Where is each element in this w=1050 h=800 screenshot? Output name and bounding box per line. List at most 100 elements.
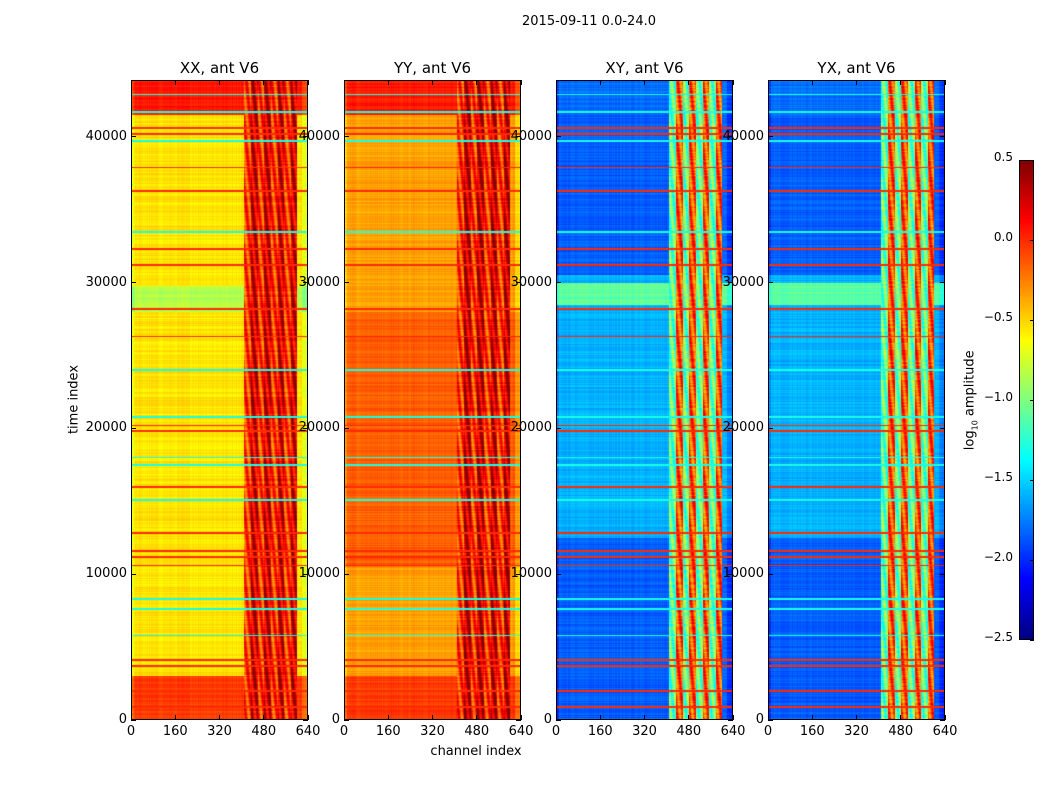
heatmap-image	[556, 80, 733, 720]
x-tick-mark	[432, 80, 433, 85]
y-tick-mark	[768, 427, 773, 429]
y-tick-mark	[768, 136, 773, 138]
x-tick-mark	[343, 80, 345, 85]
y-tick-label: 40000	[722, 128, 764, 144]
x-tick-mark	[767, 80, 769, 85]
x-tick-label: 480	[676, 724, 702, 739]
y-tick-mark	[516, 427, 521, 429]
y-tick-mark	[344, 427, 349, 429]
x-tick-mark	[811, 715, 813, 720]
x-tick-label: 0	[763, 724, 773, 739]
colorbar-gradient	[1019, 160, 1034, 640]
heatmap-image	[344, 80, 521, 720]
y-tick-mark	[303, 719, 308, 721]
x-tick-mark	[811, 80, 813, 85]
panel-title: YY, ant V6	[393, 59, 471, 77]
x-tick-mark	[263, 715, 265, 720]
x-tick-mark	[476, 715, 478, 720]
colorbar-tick-mark	[1030, 319, 1034, 321]
y-tick-label: 20000	[510, 420, 552, 436]
y-tick-mark	[728, 282, 733, 284]
x-tick-mark	[387, 715, 389, 720]
y-tick-mark	[344, 573, 349, 575]
y-tick-mark	[556, 719, 561, 721]
y-tick-mark	[516, 573, 521, 575]
y-tick-mark	[516, 136, 521, 138]
x-tick-label: 320	[420, 724, 445, 739]
y-tick-label: 40000	[510, 128, 552, 144]
y-tick-mark	[303, 136, 308, 138]
x-tick-label: 0	[551, 724, 561, 739]
x-tick-label: 320	[207, 724, 232, 739]
y-tick-mark	[940, 719, 945, 721]
y-tick-mark	[131, 136, 136, 138]
x-tick-mark	[307, 715, 309, 720]
y-tick-label: 40000	[85, 128, 127, 144]
x-axis-label: channel index	[430, 744, 522, 759]
y-tick-mark	[556, 573, 561, 575]
colorbar-tick-label: −1.5	[983, 470, 1013, 484]
y-tick-label: 30000	[510, 274, 552, 290]
x-tick-mark	[944, 715, 946, 720]
x-tick-mark	[856, 715, 857, 720]
x-tick-mark	[219, 715, 220, 720]
y-tick-mark	[728, 427, 733, 429]
x-tick-mark	[688, 80, 690, 85]
colorbar-label-suffix: amplitude	[962, 350, 978, 421]
panel-title: YX, ant V6	[817, 59, 896, 77]
x-tick-mark	[130, 715, 132, 720]
x-tick-mark	[599, 715, 601, 720]
y-tick-mark	[516, 282, 521, 284]
colorbar-tick-label: 0.5	[993, 150, 1013, 164]
heatmap-image	[768, 80, 945, 720]
y-tick-mark	[940, 573, 945, 575]
x-tick-label: 160	[375, 724, 401, 739]
x-tick-label: 320	[632, 724, 657, 739]
y-axis-label: time index	[66, 364, 82, 435]
x-tick-label: 160	[799, 724, 825, 739]
x-tick-mark	[343, 715, 345, 720]
y-tick-mark	[344, 136, 349, 138]
y-tick-mark	[728, 573, 733, 575]
y-tick-mark	[556, 427, 561, 429]
y-tick-label: 40000	[298, 128, 340, 144]
x-tick-label: 0	[339, 724, 349, 739]
heatmap-panel	[767, 80, 946, 721]
y-tick-mark	[131, 573, 136, 575]
y-tick-label: 10000	[298, 566, 340, 582]
y-tick-mark	[556, 282, 561, 284]
x-tick-mark	[900, 80, 902, 85]
y-tick-mark	[344, 719, 349, 721]
colorbar-tick-mark	[1030, 399, 1034, 401]
y-tick-mark	[940, 282, 945, 284]
y-tick-label: 20000	[298, 420, 340, 436]
x-tick-mark	[644, 715, 645, 720]
panel-title: XY, ant V6	[605, 59, 684, 77]
x-tick-mark	[555, 80, 557, 85]
y-tick-label: 30000	[722, 274, 764, 290]
x-tick-label: 0	[126, 724, 136, 739]
y-tick-mark	[516, 719, 521, 721]
y-tick-mark	[344, 282, 349, 284]
x-tick-mark	[732, 80, 734, 85]
y-tick-mark	[728, 136, 733, 138]
y-tick-mark	[768, 282, 773, 284]
x-tick-mark	[174, 80, 176, 85]
colorbar-tick-mark	[1030, 559, 1034, 561]
y-tick-mark	[768, 719, 773, 721]
x-tick-label: 640	[508, 724, 534, 739]
x-tick-label: 480	[464, 724, 490, 739]
x-tick-label: 640	[932, 724, 958, 739]
x-tick-mark	[688, 715, 690, 720]
x-tick-mark	[520, 715, 522, 720]
x-tick-mark	[263, 80, 265, 85]
x-tick-mark	[732, 715, 734, 720]
y-tick-mark	[556, 136, 561, 138]
y-tick-label: 30000	[85, 274, 127, 290]
y-tick-mark	[303, 573, 308, 575]
x-tick-label: 640	[720, 724, 746, 739]
y-tick-mark	[768, 573, 773, 575]
colorbar-tick-label: −0.5	[983, 310, 1013, 324]
colorbar-label-sub: 10	[970, 420, 980, 431]
y-tick-mark	[940, 427, 945, 429]
